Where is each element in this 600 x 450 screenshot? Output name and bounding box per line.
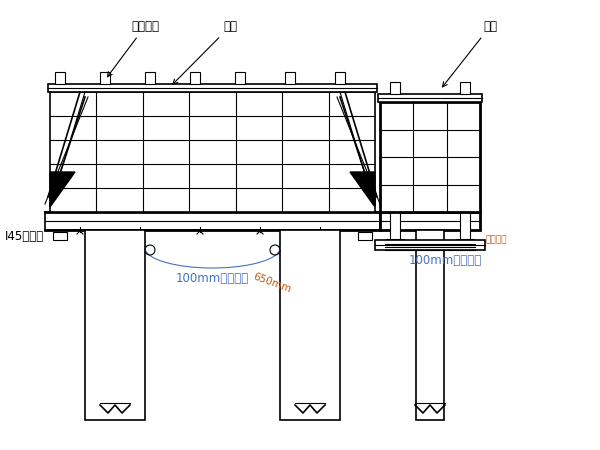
Bar — [375, 240, 485, 250]
Bar — [285, 72, 295, 84]
Text: 型钢背枋: 型钢背枋 — [107, 20, 159, 77]
Bar — [100, 72, 110, 84]
Bar — [45, 212, 380, 230]
Bar — [235, 72, 245, 84]
Text: 钢模: 钢模 — [173, 20, 237, 84]
Bar — [55, 72, 65, 84]
Text: 650mm: 650mm — [252, 272, 293, 295]
Bar — [380, 212, 480, 230]
Bar — [390, 212, 400, 242]
Bar — [390, 82, 400, 94]
Bar — [456, 199, 474, 204]
Bar — [50, 92, 375, 212]
Text: 拉杆: 拉杆 — [442, 20, 497, 87]
Bar — [416, 230, 444, 420]
Bar — [456, 239, 474, 244]
Bar — [460, 212, 470, 242]
Text: I45承重梁: I45承重梁 — [5, 230, 44, 243]
Bar — [85, 230, 145, 420]
Bar — [145, 72, 155, 84]
Bar — [380, 102, 480, 212]
Polygon shape — [350, 172, 375, 207]
Bar — [386, 199, 404, 204]
Bar — [386, 239, 404, 244]
Bar — [335, 72, 345, 84]
Text: 100mm圆钢扁担: 100mm圆钢扁担 — [409, 253, 482, 266]
Bar — [378, 94, 482, 102]
Bar — [53, 232, 67, 240]
Text: 对穿螺栓: 对穿螺栓 — [485, 235, 506, 244]
Bar — [460, 82, 470, 94]
Bar — [358, 232, 372, 240]
Polygon shape — [50, 172, 75, 207]
Bar — [190, 72, 200, 84]
Bar — [280, 230, 340, 420]
Text: 100mm圆钢扁担: 100mm圆钢扁担 — [176, 271, 249, 284]
Bar — [48, 84, 377, 92]
